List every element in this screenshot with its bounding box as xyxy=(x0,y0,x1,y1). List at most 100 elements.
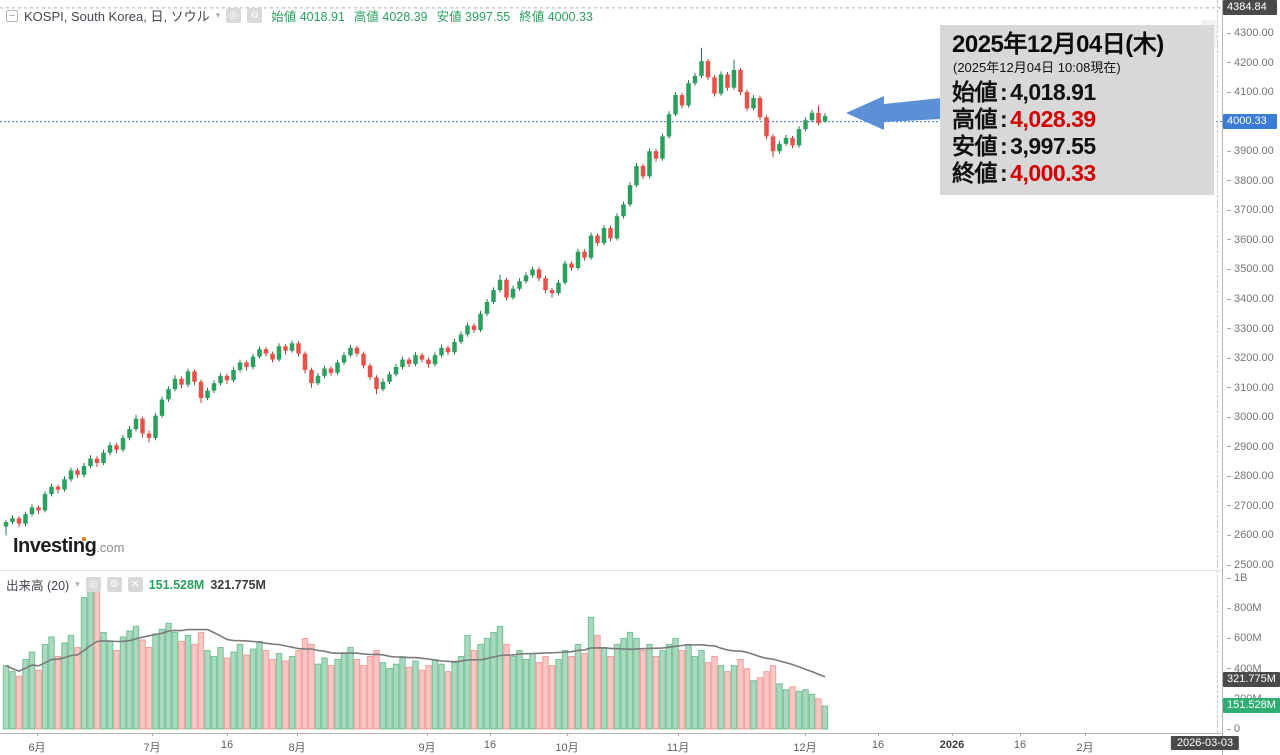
logo-dot xyxy=(82,537,86,541)
volume-bar xyxy=(451,662,458,730)
time-axis-tick xyxy=(878,733,879,736)
candle-body xyxy=(569,263,574,268)
price-axis-label[interactable]: 4300.00 xyxy=(1227,27,1274,39)
time-axis-label[interactable]: 16 xyxy=(220,739,234,751)
price-axis-label[interactable]: 3600.00 xyxy=(1227,234,1274,246)
time-axis-label[interactable]: 9月 xyxy=(418,742,436,754)
volume-bar xyxy=(178,640,185,730)
volume-axis-label[interactable]: 400M xyxy=(1227,663,1262,675)
price-axis-label[interactable]: 2500.00 xyxy=(1227,559,1274,571)
volume-bar xyxy=(392,663,400,730)
candle-body xyxy=(263,349,269,354)
volume-pane-canvas[interactable] xyxy=(0,571,1222,733)
volume-bar xyxy=(620,637,627,730)
candle-body xyxy=(380,381,386,390)
price-axis-label[interactable]: 3900.00 xyxy=(1227,145,1274,157)
candle-body xyxy=(276,346,282,360)
time-axis-label[interactable]: 8月 xyxy=(288,742,306,754)
candle-body xyxy=(601,228,607,243)
candle-body xyxy=(231,369,236,381)
volume-bar xyxy=(717,665,725,730)
volume-bar xyxy=(613,643,621,730)
close-icon[interactable]: ✕ xyxy=(127,577,143,592)
time-axis-label[interactable]: 2026 xyxy=(939,739,965,751)
candle-body xyxy=(744,92,750,109)
volume-axis-label[interactable]: 600M xyxy=(1227,632,1262,644)
volume-bar xyxy=(2,665,10,730)
time-axis-label[interactable]: 16 xyxy=(1013,739,1027,751)
candle-body xyxy=(809,112,815,121)
symbol-title[interactable]: KOSPI, South Korea, 日, ソウル xyxy=(24,9,210,24)
time-axis-label[interactable]: 11月 xyxy=(666,742,690,754)
price-axis-label[interactable]: 4200.00 xyxy=(1227,57,1274,69)
candle-body xyxy=(3,522,9,527)
candle-body xyxy=(796,129,802,146)
candle-body xyxy=(133,418,139,429)
chevron-down-icon[interactable]: ▾ xyxy=(215,10,221,20)
pane-divider[interactable] xyxy=(0,570,1280,571)
volume-bar xyxy=(581,653,588,730)
volume-bar xyxy=(165,622,172,730)
time-axis-tick xyxy=(567,733,568,736)
settings-icon[interactable]: ⚙ xyxy=(106,577,122,592)
volume-axis-label[interactable]: 0 xyxy=(1227,723,1240,735)
volume-bar xyxy=(529,653,536,730)
candle-body xyxy=(328,368,334,373)
candle-body xyxy=(205,390,210,398)
time-axis-label[interactable]: 10月 xyxy=(555,742,579,754)
candle-body xyxy=(471,325,477,330)
price-axis-label[interactable]: 3700.00 xyxy=(1227,204,1274,216)
price-axis-label[interactable]: 3000.00 xyxy=(1227,411,1274,423)
volume-bar xyxy=(756,677,764,730)
time-axis-tick xyxy=(227,733,228,736)
time-axis-label[interactable]: 16 xyxy=(871,739,885,751)
price-axis-label[interactable]: 3400.00 xyxy=(1227,293,1274,305)
candle-body xyxy=(452,341,457,353)
time-axis-label[interactable]: 16 xyxy=(483,739,497,751)
price-axis-label[interactable]: 2800.00 xyxy=(1227,470,1274,482)
candle-body xyxy=(127,429,132,438)
volume-bar xyxy=(256,640,263,730)
price-axis-label[interactable]: 3200.00 xyxy=(1227,352,1274,364)
volume-indicator-title[interactable]: 出来高 (20) xyxy=(6,579,70,593)
price-axis-label[interactable]: 2600.00 xyxy=(1227,529,1274,541)
ohlc-pair: 高値 4028.39 xyxy=(353,10,428,24)
volume-bar xyxy=(535,662,543,730)
volume-bar xyxy=(360,665,367,730)
volume-bar xyxy=(516,650,523,730)
volume-axis-label[interactable]: 1B xyxy=(1227,572,1247,584)
price-axis-label[interactable]: 3500.00 xyxy=(1227,263,1274,275)
eye-icon[interactable]: ◎ xyxy=(85,577,101,592)
candle-body xyxy=(42,494,48,511)
candle-body xyxy=(75,470,80,475)
candle-body xyxy=(491,290,496,302)
volume-axis-label[interactable]: 800M xyxy=(1227,602,1262,614)
price-axis-label[interactable]: 2900.00 xyxy=(1227,441,1274,453)
time-axis-label[interactable]: 2月 xyxy=(1076,742,1094,754)
future-area-divider xyxy=(1217,0,1218,733)
time-axis-label[interactable]: 7月 xyxy=(143,742,161,754)
price-axis-label[interactable]: 3300.00 xyxy=(1227,323,1274,335)
candle-body xyxy=(153,415,158,438)
candle-body xyxy=(224,375,230,381)
settings-icon[interactable]: ⚙ xyxy=(247,8,263,23)
volume-bar xyxy=(769,665,777,730)
eye-icon[interactable]: ◎ xyxy=(226,8,242,23)
time-axis-label[interactable]: 12月 xyxy=(793,742,817,754)
candle-body xyxy=(777,143,782,152)
price-axis-label[interactable]: 2700.00 xyxy=(1227,500,1274,512)
price-axis-label[interactable]: 3800.00 xyxy=(1227,175,1274,187)
price-axis-label[interactable]: 4100.00 xyxy=(1227,86,1274,98)
candle-body xyxy=(484,302,490,314)
time-axis-label[interactable]: 6月 xyxy=(28,742,46,754)
price-pane-canvas[interactable] xyxy=(0,0,1222,571)
ohlc-pair: 安値 3997.55 xyxy=(436,10,511,24)
quote-row-value: 4,018.91 xyxy=(1010,78,1096,105)
volume-bar xyxy=(204,650,211,730)
volume-bar xyxy=(600,647,608,730)
candle-body xyxy=(237,362,243,370)
candle-body xyxy=(673,95,678,115)
collapse-pane-icon[interactable]: – xyxy=(6,9,18,22)
chevron-down-icon[interactable]: ▾ xyxy=(75,579,80,589)
price-axis-label[interactable]: 3100.00 xyxy=(1227,382,1274,394)
